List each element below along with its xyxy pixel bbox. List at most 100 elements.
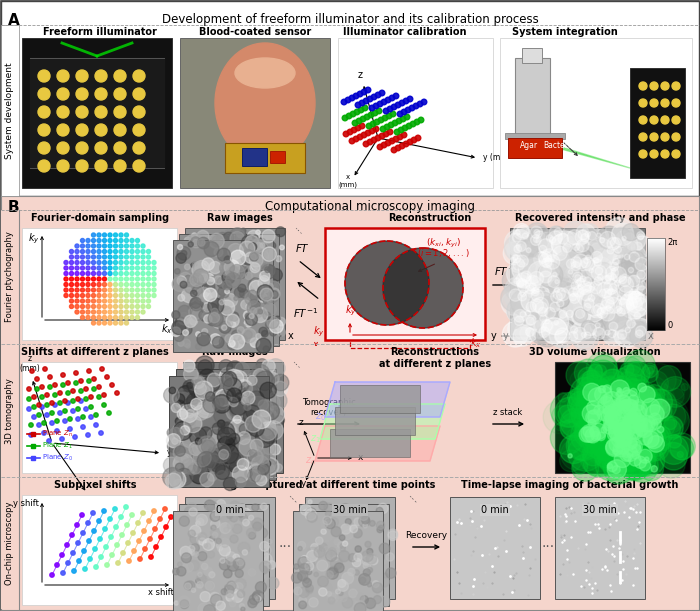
Circle shape bbox=[568, 326, 576, 335]
Circle shape bbox=[625, 423, 641, 439]
Circle shape bbox=[329, 593, 336, 600]
Circle shape bbox=[147, 519, 151, 523]
Circle shape bbox=[86, 299, 90, 303]
Circle shape bbox=[598, 274, 603, 279]
Circle shape bbox=[606, 254, 628, 275]
Circle shape bbox=[110, 553, 114, 557]
Circle shape bbox=[230, 228, 246, 244]
Circle shape bbox=[552, 273, 557, 277]
Circle shape bbox=[202, 450, 220, 468]
Circle shape bbox=[618, 422, 628, 432]
Circle shape bbox=[226, 557, 234, 565]
Circle shape bbox=[630, 384, 644, 399]
Circle shape bbox=[606, 439, 623, 456]
Circle shape bbox=[174, 422, 192, 441]
Circle shape bbox=[64, 260, 68, 265]
Circle shape bbox=[611, 267, 626, 282]
Circle shape bbox=[125, 238, 129, 243]
Circle shape bbox=[520, 252, 547, 279]
Circle shape bbox=[177, 386, 195, 404]
Circle shape bbox=[622, 417, 639, 434]
Circle shape bbox=[582, 424, 617, 459]
Circle shape bbox=[610, 399, 645, 433]
Circle shape bbox=[638, 383, 647, 392]
Circle shape bbox=[136, 310, 139, 314]
Circle shape bbox=[300, 555, 309, 563]
Circle shape bbox=[515, 299, 543, 326]
Circle shape bbox=[567, 302, 578, 313]
Circle shape bbox=[70, 533, 74, 537]
Circle shape bbox=[69, 260, 73, 265]
Circle shape bbox=[136, 255, 139, 259]
Circle shape bbox=[66, 391, 70, 395]
Circle shape bbox=[521, 271, 531, 282]
Circle shape bbox=[57, 124, 69, 136]
Circle shape bbox=[193, 286, 202, 296]
Circle shape bbox=[616, 376, 628, 389]
Circle shape bbox=[605, 309, 620, 324]
Circle shape bbox=[345, 97, 351, 103]
Circle shape bbox=[589, 391, 602, 404]
Circle shape bbox=[190, 318, 197, 325]
Circle shape bbox=[244, 428, 260, 445]
Circle shape bbox=[545, 255, 560, 269]
Circle shape bbox=[228, 339, 238, 350]
Circle shape bbox=[192, 283, 201, 292]
Text: $k_y$: $k_y$ bbox=[345, 304, 357, 318]
Circle shape bbox=[219, 445, 237, 463]
Circle shape bbox=[178, 295, 185, 301]
Circle shape bbox=[648, 417, 660, 430]
Circle shape bbox=[538, 239, 553, 254]
Circle shape bbox=[624, 392, 654, 422]
Circle shape bbox=[623, 455, 633, 465]
Circle shape bbox=[251, 364, 270, 382]
Text: Plane $Z_1$: Plane $Z_1$ bbox=[42, 441, 73, 451]
Circle shape bbox=[524, 233, 535, 244]
Circle shape bbox=[538, 230, 563, 255]
Circle shape bbox=[235, 362, 249, 376]
Circle shape bbox=[354, 553, 362, 562]
Circle shape bbox=[113, 321, 118, 325]
Circle shape bbox=[327, 592, 339, 604]
Circle shape bbox=[216, 397, 229, 410]
Circle shape bbox=[113, 293, 118, 298]
Circle shape bbox=[141, 271, 145, 276]
Circle shape bbox=[604, 392, 630, 418]
Circle shape bbox=[218, 420, 225, 428]
Circle shape bbox=[512, 320, 520, 328]
Circle shape bbox=[610, 238, 622, 249]
Circle shape bbox=[645, 404, 664, 423]
Circle shape bbox=[615, 306, 622, 313]
Circle shape bbox=[569, 294, 577, 301]
Circle shape bbox=[638, 424, 646, 431]
Circle shape bbox=[194, 376, 202, 385]
Circle shape bbox=[188, 549, 195, 555]
Circle shape bbox=[588, 416, 621, 450]
Circle shape bbox=[619, 371, 636, 389]
Circle shape bbox=[216, 398, 225, 406]
Circle shape bbox=[624, 420, 640, 436]
Circle shape bbox=[237, 230, 244, 238]
Circle shape bbox=[630, 416, 655, 442]
Circle shape bbox=[178, 244, 183, 250]
Circle shape bbox=[592, 437, 599, 446]
Circle shape bbox=[234, 259, 243, 268]
Circle shape bbox=[573, 327, 586, 340]
Circle shape bbox=[254, 250, 259, 254]
Bar bbox=[647, 244, 665, 246]
Circle shape bbox=[398, 127, 404, 133]
Circle shape bbox=[632, 401, 637, 407]
Circle shape bbox=[503, 282, 531, 309]
Circle shape bbox=[501, 291, 525, 315]
Circle shape bbox=[606, 426, 626, 446]
Circle shape bbox=[113, 310, 118, 314]
Circle shape bbox=[554, 320, 559, 325]
Circle shape bbox=[583, 294, 604, 315]
Circle shape bbox=[622, 442, 629, 448]
Circle shape bbox=[618, 448, 649, 480]
Circle shape bbox=[512, 292, 520, 301]
Circle shape bbox=[241, 290, 252, 301]
Circle shape bbox=[91, 511, 95, 515]
Circle shape bbox=[545, 251, 557, 263]
Circle shape bbox=[354, 518, 362, 525]
